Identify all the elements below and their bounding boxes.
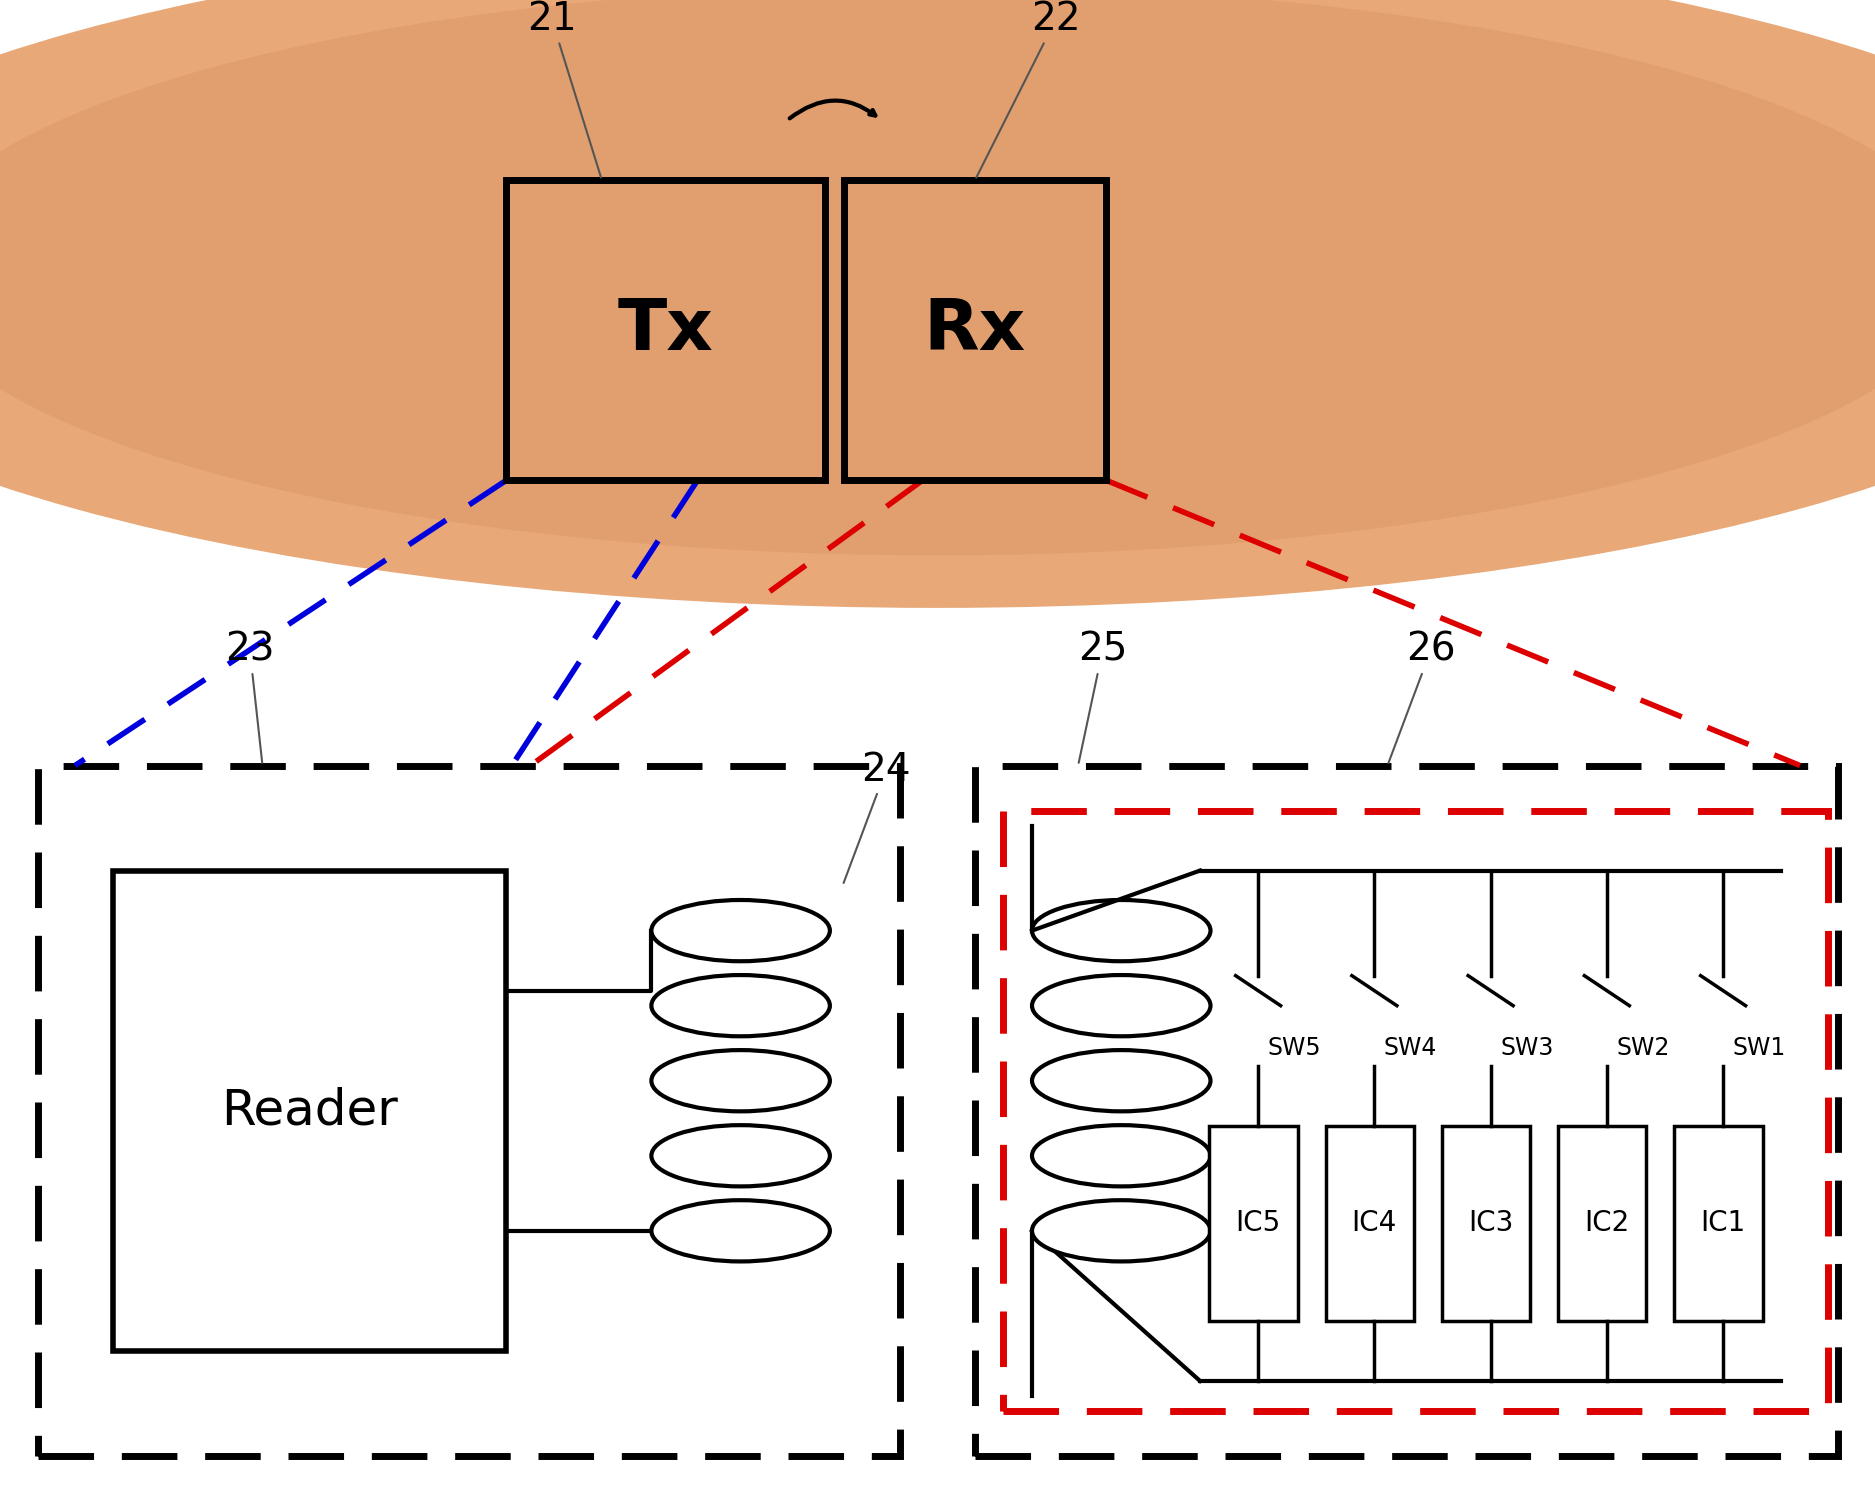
Ellipse shape xyxy=(651,1051,831,1111)
Ellipse shape xyxy=(0,0,1875,555)
Ellipse shape xyxy=(651,1126,831,1186)
FancyBboxPatch shape xyxy=(38,766,900,1456)
Ellipse shape xyxy=(651,1201,831,1261)
FancyBboxPatch shape xyxy=(1003,811,1828,1411)
Text: SW4: SW4 xyxy=(1384,1036,1436,1060)
Text: SW2: SW2 xyxy=(1616,1036,1669,1060)
Text: Reader: Reader xyxy=(221,1087,398,1135)
Text: IC2: IC2 xyxy=(1584,1210,1629,1237)
Text: SW3: SW3 xyxy=(1500,1036,1552,1060)
Bar xyxy=(1558,1126,1646,1321)
Ellipse shape xyxy=(651,901,831,961)
Text: IC3: IC3 xyxy=(1468,1210,1513,1237)
Ellipse shape xyxy=(0,0,1875,608)
Bar xyxy=(1209,1126,1297,1321)
Text: IC5: IC5 xyxy=(1236,1210,1281,1237)
Bar xyxy=(844,180,1106,480)
Text: IC4: IC4 xyxy=(1352,1210,1397,1237)
Text: 21: 21 xyxy=(527,0,602,177)
Text: 24: 24 xyxy=(844,750,911,883)
Bar xyxy=(1326,1126,1414,1321)
Ellipse shape xyxy=(1031,1201,1211,1261)
Ellipse shape xyxy=(1031,901,1211,961)
Bar xyxy=(1442,1126,1530,1321)
Ellipse shape xyxy=(1031,1126,1211,1186)
Ellipse shape xyxy=(1031,976,1211,1036)
Bar xyxy=(112,871,506,1351)
Text: SW5: SW5 xyxy=(1268,1036,1322,1060)
Text: 23: 23 xyxy=(225,630,274,763)
Text: 25: 25 xyxy=(1078,630,1127,763)
Ellipse shape xyxy=(651,976,831,1036)
Text: 22: 22 xyxy=(977,0,1080,177)
Text: Tx: Tx xyxy=(617,296,714,365)
FancyBboxPatch shape xyxy=(975,766,1838,1456)
Text: 26: 26 xyxy=(1389,630,1455,763)
Text: Rx: Rx xyxy=(924,296,1026,365)
Text: IC1: IC1 xyxy=(1701,1210,1746,1237)
Bar xyxy=(506,180,825,480)
Ellipse shape xyxy=(1031,1051,1211,1111)
Bar xyxy=(1674,1126,1762,1321)
Text: SW1: SW1 xyxy=(1732,1036,1785,1060)
